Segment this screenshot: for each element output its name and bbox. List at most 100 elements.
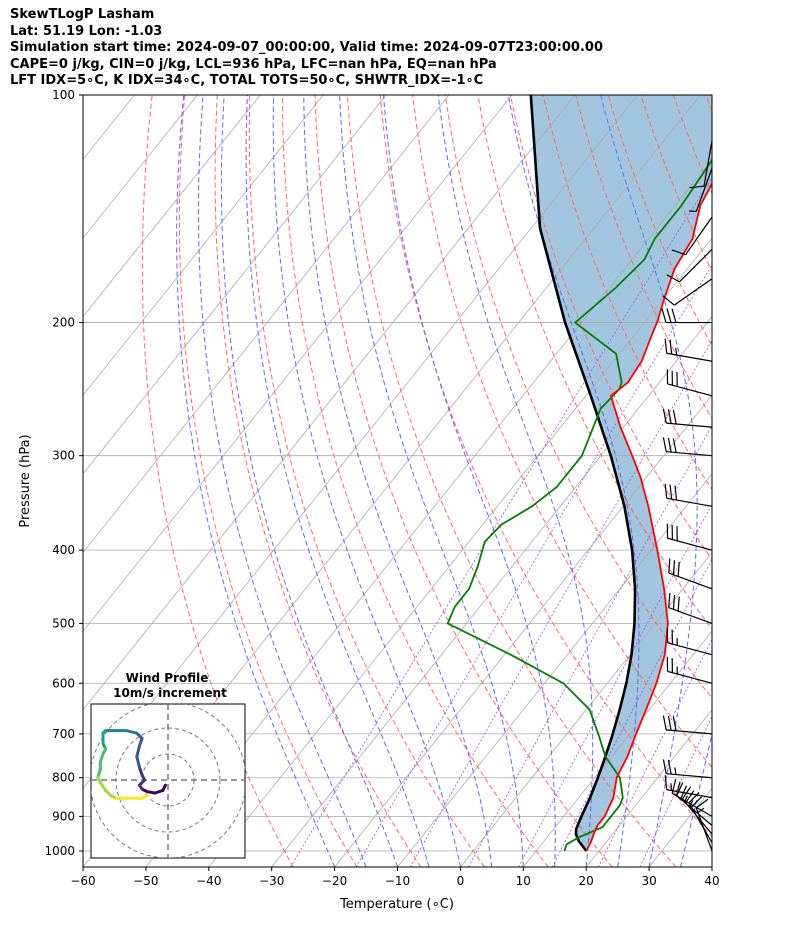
barb-staff bbox=[671, 792, 713, 817]
barb-staff bbox=[685, 216, 713, 256]
barb-flag bbox=[667, 759, 672, 775]
barb-flag bbox=[677, 561, 680, 577]
barb-staff bbox=[666, 729, 713, 735]
y-tick-label: 800 bbox=[52, 771, 75, 785]
wind-barbs bbox=[661, 140, 713, 852]
wind-barb bbox=[662, 759, 713, 779]
barb-flag bbox=[685, 790, 695, 804]
barb-staff bbox=[668, 572, 713, 590]
wind-barb bbox=[689, 140, 713, 189]
x-tick-label: −30 bbox=[259, 874, 284, 888]
barb-staff bbox=[673, 278, 713, 306]
isotherm bbox=[711, 866, 712, 867]
barb-flag bbox=[667, 437, 672, 453]
y-tick-label: 100 bbox=[52, 88, 75, 102]
isotherm bbox=[83, 95, 198, 239]
isotherm bbox=[145, 158, 712, 867]
barb-flag bbox=[675, 781, 681, 797]
temperature-line bbox=[585, 181, 712, 852]
wind-barb bbox=[662, 278, 713, 306]
wind-barb bbox=[662, 715, 713, 735]
dry-adiabat bbox=[542, 95, 712, 491]
barb-flag bbox=[667, 409, 672, 424]
moist-adiabat bbox=[383, 95, 556, 867]
barb-flag bbox=[672, 560, 676, 575]
hodograph-segment bbox=[124, 729, 139, 735]
x-axis-label: Temperature (∘C) bbox=[339, 897, 454, 912]
y-tick-label: 1000 bbox=[44, 844, 75, 858]
barb-flag bbox=[662, 759, 667, 774]
x-tick-label: 30 bbox=[641, 874, 656, 888]
barb-flag bbox=[669, 484, 673, 500]
mixing-ratio-line bbox=[468, 425, 712, 867]
wind-barb bbox=[671, 216, 713, 256]
wind-barb bbox=[666, 248, 713, 283]
wind-barb bbox=[666, 628, 713, 656]
dry-adiabat bbox=[477, 95, 712, 630]
x-tick-label: 10 bbox=[516, 874, 531, 888]
mixing-ratio-line bbox=[410, 339, 712, 867]
wind-barb bbox=[666, 656, 713, 684]
x-tick-label: −40 bbox=[196, 874, 221, 888]
chart-header: SkewTLogP Lasham Lat: 51.19 Lon: -1.03 S… bbox=[10, 7, 603, 90]
barb-half-flag bbox=[688, 210, 697, 213]
mixing-ratio-lines bbox=[290, 176, 712, 867]
barb-flag bbox=[661, 308, 667, 323]
dry-adiabat bbox=[705, 95, 712, 113]
dewpoint-line bbox=[446, 158, 712, 852]
dry-adiabat bbox=[214, 95, 422, 867]
y-axis-label: Pressure (hPa) bbox=[18, 434, 33, 527]
x-tick-label: 20 bbox=[579, 874, 594, 888]
y-tick-label: 500 bbox=[52, 616, 75, 630]
isotherm bbox=[83, 95, 387, 475]
barb-flag bbox=[671, 308, 677, 323]
barb-half-flag bbox=[675, 347, 678, 356]
wind-barb bbox=[664, 483, 713, 507]
chart-title: SkewTLogP Lasham bbox=[10, 7, 155, 22]
barb-staff bbox=[666, 773, 713, 779]
barb-flag bbox=[671, 249, 686, 256]
dry-adiabats bbox=[141, 95, 712, 867]
x-tick-label: 0 bbox=[457, 874, 465, 888]
moist-adiabat bbox=[339, 95, 524, 867]
y-tick-label: 200 bbox=[52, 316, 75, 330]
barb-half-flag bbox=[674, 767, 677, 775]
x-tick-label: 40 bbox=[704, 874, 719, 888]
wind-barb bbox=[661, 308, 712, 324]
barb-flag bbox=[674, 485, 678, 501]
isotherm bbox=[0, 95, 72, 867]
index-line: LFT IDX=5∘C, K IDX=34∘C, TOTAL TOTS=50∘C… bbox=[10, 73, 484, 89]
moist-adiabat bbox=[711, 865, 712, 867]
x-tick-label: −10 bbox=[385, 874, 410, 888]
barb-flag bbox=[667, 715, 672, 731]
moist-adiabat bbox=[507, 95, 640, 867]
isotherm bbox=[83, 95, 324, 396]
dry-adiabat bbox=[248, 95, 485, 867]
dry-adiabat bbox=[444, 95, 712, 700]
barb-flag bbox=[688, 791, 700, 804]
isotherm bbox=[585, 709, 712, 867]
time-line: Simulation start time: 2024-09-07_00:00:… bbox=[10, 40, 603, 56]
wind-barb bbox=[666, 369, 713, 397]
x-axis-ticks: −60 −50 −40 −30 −20 −10 0 10 20 30 40 bbox=[70, 867, 720, 888]
x-tick-label: −50 bbox=[133, 874, 158, 888]
hodograph-content bbox=[91, 704, 245, 858]
hodograph-segment bbox=[98, 781, 108, 792]
cape-line: CAPE=0 j/kg, CIN=0 j/kg, LCL=936 hPa, LF… bbox=[10, 56, 497, 72]
barb-flag bbox=[662, 715, 667, 730]
hodograph-subtitle: 10m/s increment bbox=[113, 686, 227, 700]
barb-flag bbox=[672, 409, 677, 425]
barb-flag bbox=[666, 308, 672, 323]
barb-flag bbox=[666, 274, 680, 283]
barb-staff bbox=[666, 352, 713, 362]
y-tick-label: 400 bbox=[52, 543, 75, 557]
moist-adiabat bbox=[245, 95, 430, 867]
barb-flag bbox=[664, 338, 668, 354]
barb-flag bbox=[662, 408, 667, 424]
dry-adiabat bbox=[178, 95, 358, 867]
barb-flag bbox=[672, 594, 676, 610]
barb-flag bbox=[662, 437, 667, 452]
y-tick-label: 700 bbox=[52, 727, 75, 741]
moist-adiabat bbox=[198, 95, 367, 867]
barb-flag bbox=[668, 558, 671, 574]
